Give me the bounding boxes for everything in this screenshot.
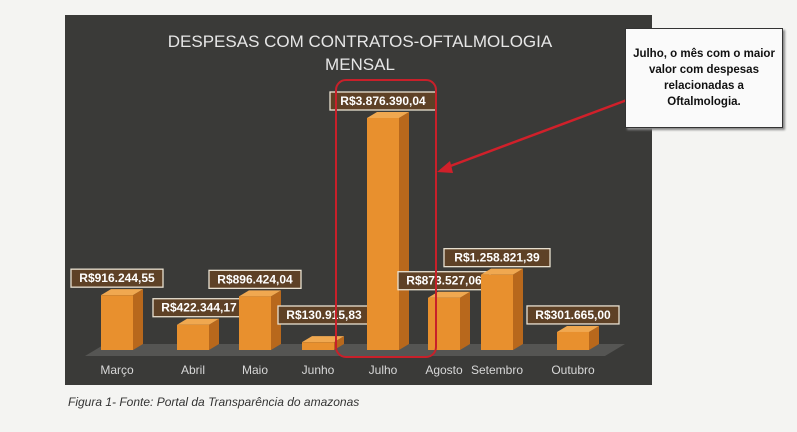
bar <box>367 118 399 350</box>
bar-side <box>399 112 409 350</box>
annotation-arrowhead <box>437 161 453 173</box>
data-label: R$130.915,83 <box>286 308 362 322</box>
bar-side <box>133 289 143 350</box>
bar <box>557 331 589 350</box>
data-label: R$301.665,00 <box>535 308 611 322</box>
data-label: R$896.424,04 <box>217 272 293 286</box>
x-tick-label: Outubro <box>551 363 595 377</box>
bar <box>239 296 271 350</box>
x-tick-label: Setembro <box>471 363 523 377</box>
x-tick-label: Maio <box>242 363 268 377</box>
bar-side <box>271 290 281 350</box>
data-label-box <box>526 305 620 325</box>
data-label-box <box>208 269 302 289</box>
bar-side <box>589 325 599 350</box>
data-label: R$916.244,55 <box>79 271 155 285</box>
bar <box>177 324 209 350</box>
bar-top <box>239 290 281 297</box>
x-tick-label: Junho <box>302 363 335 377</box>
bar-top <box>557 325 599 332</box>
x-tick-label: Julho <box>369 363 398 377</box>
bar <box>481 274 513 350</box>
bar-top <box>367 112 409 118</box>
data-label: R$873.527,06 <box>406 274 482 288</box>
bar <box>428 297 460 350</box>
bar-top <box>428 291 470 298</box>
bar-side <box>460 291 470 350</box>
bar <box>302 342 334 350</box>
data-label-box <box>70 268 164 288</box>
chart-floor <box>85 344 625 356</box>
x-tick-label: Agosto <box>425 363 463 377</box>
bar-top <box>302 336 344 343</box>
bar-top <box>481 268 523 275</box>
chart-title: DESPESAS COM CONTRATOS-OFTALMOLOGIA <box>167 32 553 51</box>
data-label: R$422.344,17 <box>161 301 237 315</box>
bar <box>101 295 133 350</box>
bar-side <box>513 268 523 350</box>
bar-top <box>177 318 219 325</box>
annotation-arrow <box>444 98 628 170</box>
x-tick-label: Abril <box>181 363 205 377</box>
chart-subtitle: MENSAL <box>325 55 395 74</box>
figure-caption: Figura 1- Fonte: Portal da Transparência… <box>68 395 360 409</box>
bar-side <box>209 318 219 350</box>
data-label-box <box>443 248 551 268</box>
data-label: R$3.876.390,04 <box>340 94 426 108</box>
data-label: R$1.258.821,39 <box>454 251 540 265</box>
highlight-box <box>335 79 437 358</box>
x-tick-label: Março <box>100 363 134 377</box>
annotation-callout: Julho, o mês com o maior valor com despe… <box>625 28 783 128</box>
bar-top <box>101 289 143 296</box>
